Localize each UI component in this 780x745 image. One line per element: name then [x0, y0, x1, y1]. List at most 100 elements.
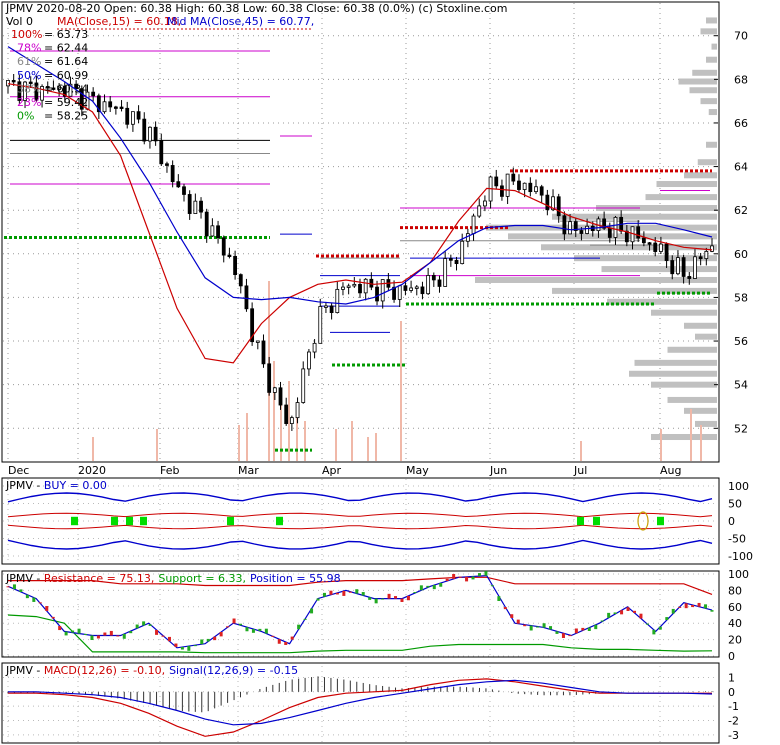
candle-body — [210, 225, 215, 237]
volume-bar — [690, 409, 692, 461]
candle-body — [57, 85, 61, 90]
candle-body — [119, 106, 124, 109]
position-bar — [594, 624, 598, 630]
quote-header: JPMV 2020-08-20 Open: 60.38 High: 60.38 … — [5, 2, 507, 15]
candle-body — [136, 111, 141, 120]
candle-body — [40, 86, 44, 101]
volume-bar — [700, 425, 702, 461]
position-bar — [96, 635, 100, 639]
candle-body — [670, 260, 675, 275]
volume-profile-bar — [700, 28, 717, 35]
position-bar — [684, 603, 688, 609]
position-bar — [271, 635, 275, 637]
position-bar — [400, 598, 404, 602]
position-bar — [471, 576, 475, 580]
panel-y-tick-label: 100 — [728, 480, 749, 493]
candle-body — [96, 95, 101, 113]
macd-prefix: JPMV - — [5, 664, 44, 677]
position-bar — [322, 592, 326, 597]
resistance-series-line — [7, 614, 713, 654]
candle-body — [602, 218, 607, 229]
position-bar — [329, 590, 333, 595]
resistance-series-line — [8, 576, 713, 595]
fib-pct: 0% — [17, 110, 34, 123]
y-tick-label: 66 — [734, 117, 748, 130]
candle-body — [363, 278, 368, 294]
resistance-panel-frame — [1, 570, 720, 658]
candle-body — [483, 200, 487, 207]
candle-body — [23, 81, 27, 101]
position-bar — [587, 627, 591, 631]
position-bar — [187, 646, 191, 651]
position-bar — [361, 592, 365, 596]
position-bar — [277, 639, 281, 644]
position-bar — [206, 638, 210, 642]
volume-bar — [92, 437, 94, 461]
position-bar — [516, 619, 520, 624]
candle-body — [641, 237, 646, 244]
candle-body — [505, 173, 510, 197]
candle-body — [176, 181, 181, 188]
volume-profile-bar — [706, 141, 717, 148]
position-bar — [167, 636, 171, 642]
fib-value: = 61.64 — [44, 55, 88, 68]
candle-body — [613, 216, 618, 238]
position-bar — [316, 598, 320, 601]
position-bar — [258, 628, 262, 631]
candle-body — [131, 111, 135, 125]
position-bar — [219, 632, 223, 637]
candle-body — [607, 227, 612, 238]
candle-body — [403, 285, 408, 291]
volume-profile-bar — [684, 407, 717, 414]
position-bar — [652, 629, 656, 635]
candle-body — [244, 285, 249, 310]
position-bar — [658, 626, 662, 630]
candle-body — [74, 83, 79, 90]
y-axis-ticks: 52 54 56 58 60 62 64 66 68 70 — [714, 30, 748, 435]
position-bar — [419, 585, 423, 591]
macd-panel: 1 0-1-2 -3 — [3, 666, 739, 742]
candle-body — [182, 186, 186, 195]
x-tick-label: Aug — [660, 464, 681, 477]
position-bar — [38, 602, 42, 604]
position-bar — [394, 596, 398, 599]
position-bar — [484, 571, 488, 576]
candle-body — [113, 106, 118, 109]
position-bar — [129, 631, 133, 634]
candle-body — [6, 80, 10, 87]
buy-signal-marker — [577, 516, 584, 526]
candle-body — [437, 279, 442, 287]
position-bar — [116, 635, 120, 637]
volume-profile-bar — [667, 346, 717, 353]
candle-body — [375, 286, 379, 302]
y-tick-label: 58 — [734, 291, 748, 304]
candle-body — [528, 182, 533, 193]
position-bar — [77, 628, 81, 634]
volume-profile-bar — [656, 181, 717, 188]
resistance-panel: 100 80 60 40 20 0 — [3, 568, 749, 663]
candle-body — [199, 200, 203, 213]
position-bar — [310, 608, 314, 614]
position-bar — [523, 624, 527, 627]
candle-body — [11, 80, 16, 83]
candles — [6, 74, 714, 431]
volume-profile-bar — [695, 420, 717, 427]
position-bar — [671, 608, 675, 614]
candle-body — [261, 340, 266, 365]
position-bar — [12, 584, 16, 590]
position-bar — [497, 596, 501, 602]
candle-body — [556, 196, 561, 217]
x-tick-label: 2020 — [78, 464, 106, 477]
position-bar — [58, 625, 62, 631]
support-label: Support = 6.33, — [158, 572, 246, 585]
position-bar — [348, 591, 352, 593]
panel-y-tick-label: 1 — [728, 671, 735, 684]
position-bar — [536, 626, 540, 628]
position-bar — [135, 624, 139, 629]
fib-value: = 59.42 — [44, 96, 88, 109]
panel-y-tick-label: 50 — [728, 498, 742, 511]
fib-pct: 78% — [17, 42, 41, 55]
volume-bar — [400, 321, 402, 461]
candle-body — [636, 226, 641, 239]
